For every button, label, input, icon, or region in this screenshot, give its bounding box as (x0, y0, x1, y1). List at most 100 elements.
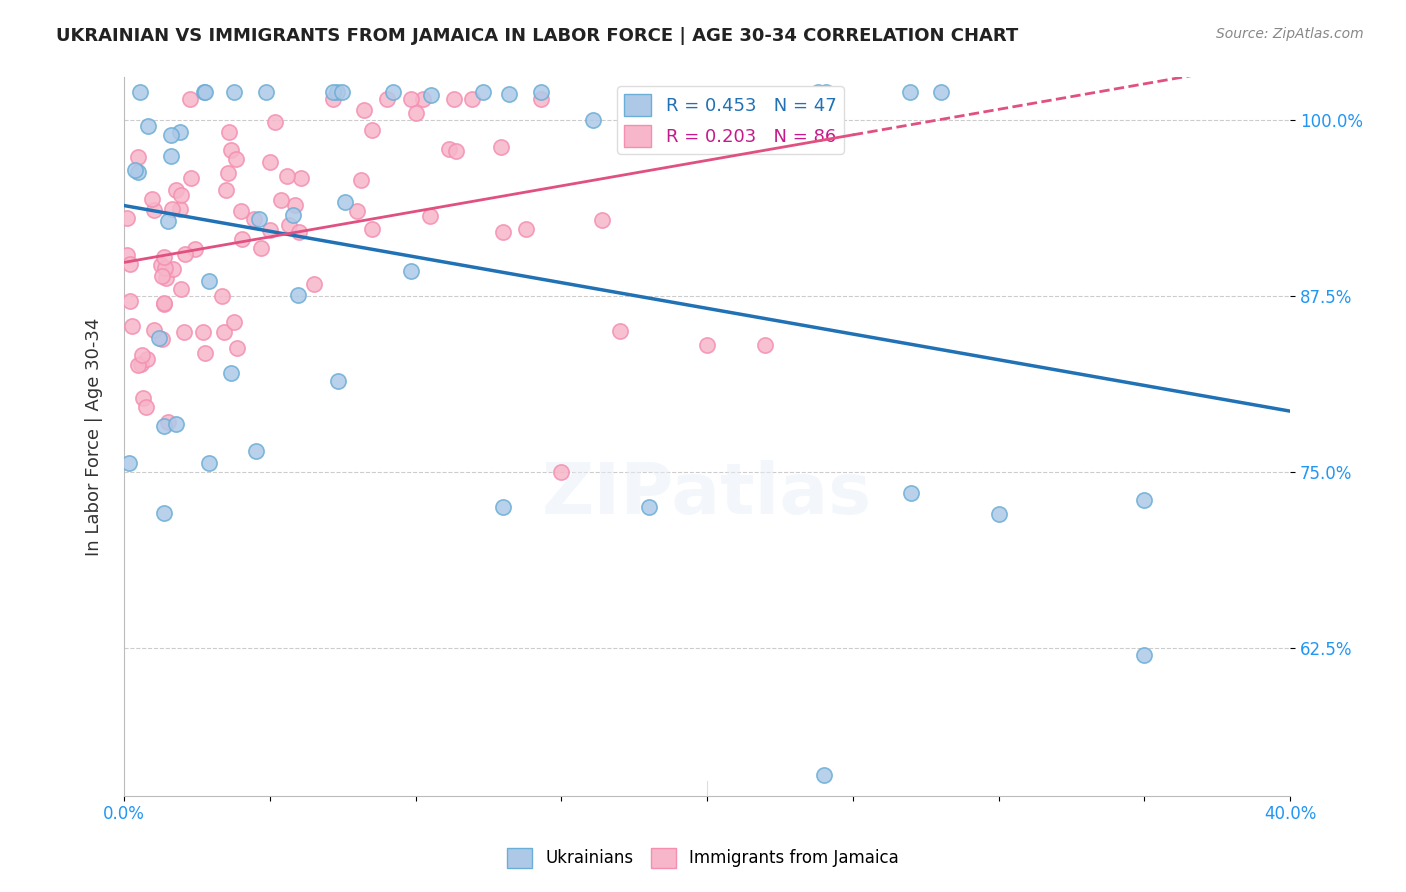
Point (264, 115, 287, 129)
Point (115, 248, 138, 262)
Point (121, 318, 143, 333)
Point (165, 183, 187, 197)
Point (350, 172, 373, 186)
Point (135, 401, 157, 415)
Point (419, 209, 441, 223)
Point (143, 202, 166, 217)
Point (132, 391, 155, 405)
Point (222, 85, 245, 99)
Point (353, 103, 375, 118)
Point (987, 507, 1010, 521)
Point (143, 323, 166, 337)
Point (153, 297, 176, 311)
Point (471, 85, 494, 99)
Point (696, 338, 718, 352)
Y-axis label: In Labor Force | Age 30-34: In Labor Force | Age 30-34 (86, 318, 103, 556)
Point (131, 349, 153, 363)
Point (290, 170, 312, 185)
Point (141, 192, 163, 206)
Point (222, 315, 245, 329)
Point (225, 153, 247, 167)
Point (180, 170, 202, 185)
Point (245, 443, 267, 458)
Point (405, 105, 427, 120)
Point (1133, 648, 1156, 662)
Point (375, 92, 398, 106)
Point (444, 144, 467, 158)
Point (278, 218, 301, 232)
Point (211, 288, 233, 302)
Point (153, 260, 176, 275)
Point (326, 85, 349, 99)
Point (184, 242, 207, 256)
Point (250, 241, 273, 255)
Point (898, 85, 921, 99)
Legend: Ukrainians, Immigrants from Jamaica: Ukrainians, Immigrants from Jamaica (501, 841, 905, 875)
Point (120, 257, 142, 271)
Point (1133, 493, 1156, 508)
Point (173, 325, 195, 339)
Point (127, 359, 149, 373)
Point (492, 500, 515, 514)
Point (219, 143, 242, 157)
Point (217, 166, 239, 180)
Point (288, 226, 311, 240)
Point (243, 212, 266, 227)
Point (194, 85, 217, 99)
Point (153, 296, 176, 310)
Point (420, 87, 443, 102)
Point (515, 222, 537, 236)
Point (412, 92, 434, 106)
Point (193, 85, 215, 99)
Point (807, 85, 830, 99)
Point (215, 183, 238, 197)
Point (160, 149, 183, 163)
Point (333, 194, 356, 209)
Point (169, 187, 191, 202)
Point (754, 338, 776, 352)
Point (592, 213, 614, 227)
Point (174, 247, 197, 261)
Point (136, 119, 159, 133)
Point (127, 164, 149, 178)
Point (214, 325, 236, 339)
Point (346, 204, 368, 219)
Point (127, 150, 149, 164)
Point (815, 85, 838, 99)
Point (439, 143, 461, 157)
Text: ZIPatlas: ZIPatlas (543, 459, 872, 529)
Point (900, 486, 922, 500)
Point (169, 124, 191, 138)
Point (128, 85, 150, 99)
Point (129, 357, 152, 371)
Point (197, 274, 219, 288)
Point (160, 128, 183, 143)
Point (489, 140, 512, 154)
Point (276, 169, 298, 183)
Point (443, 92, 465, 106)
Point (492, 226, 515, 240)
Point (401, 264, 423, 278)
Point (118, 457, 141, 471)
Point (361, 123, 384, 137)
Point (259, 155, 281, 169)
Point (219, 366, 242, 380)
Point (249, 211, 271, 226)
Point (637, 500, 659, 514)
Point (155, 270, 177, 285)
Point (226, 341, 249, 355)
Point (231, 231, 253, 245)
Point (148, 331, 170, 345)
Point (287, 287, 309, 301)
Point (150, 269, 173, 284)
Point (401, 92, 423, 106)
Point (259, 223, 281, 237)
Point (498, 87, 520, 101)
Point (179, 92, 201, 106)
Point (229, 204, 252, 219)
Point (152, 419, 174, 434)
Point (149, 258, 172, 272)
Text: Source: ZipAtlas.com: Source: ZipAtlas.com (1216, 27, 1364, 41)
Text: UKRAINIAN VS IMMIGRANTS FROM JAMAICA IN LABOR FORCE | AGE 30-34 CORRELATION CHAR: UKRAINIAN VS IMMIGRANTS FROM JAMAICA IN … (56, 27, 1018, 45)
Point (322, 85, 344, 99)
